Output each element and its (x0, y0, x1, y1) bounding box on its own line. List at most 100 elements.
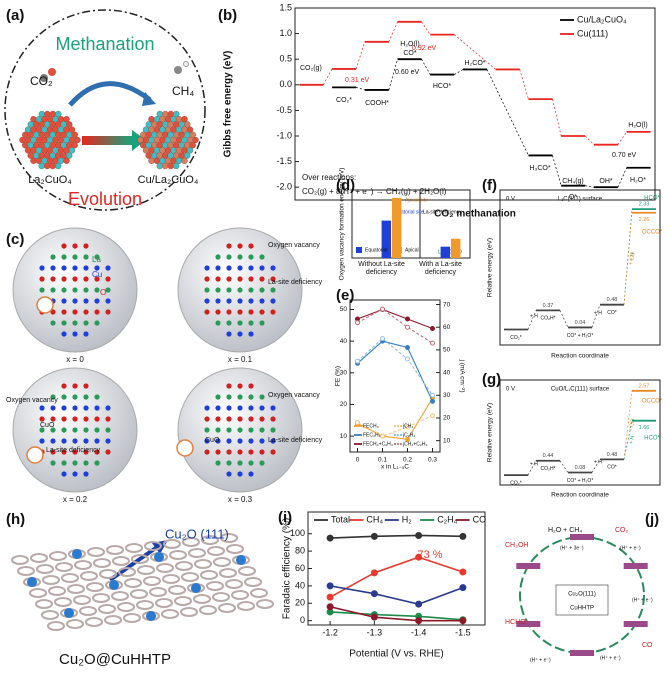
atom (162, 162, 169, 170)
framework-ring (73, 595, 91, 605)
annotation: La-site deficiency (423, 209, 462, 215)
atom (184, 152, 191, 159)
atom (204, 449, 210, 455)
atom (61, 243, 67, 249)
species: HCO* (433, 83, 452, 90)
atom (237, 438, 243, 444)
atom (184, 142, 191, 149)
atom (30, 126, 37, 133)
bar (381, 220, 392, 258)
atom (167, 121, 174, 128)
atom (49, 121, 56, 128)
atom (105, 298, 111, 304)
framework-ring (231, 590, 249, 600)
atom (39, 438, 45, 444)
atom (164, 116, 172, 123)
atom (259, 287, 265, 293)
framework-ring (181, 572, 199, 582)
atom (55, 110, 62, 118)
connector (421, 21, 431, 35)
connector (388, 59, 398, 91)
framework-ring (49, 551, 67, 561)
atom (19, 136, 26, 144)
atom (22, 131, 29, 138)
framework-ring (201, 535, 219, 545)
atom (270, 276, 276, 282)
series-line (357, 340, 433, 402)
atom (49, 152, 56, 159)
framework-ring (74, 560, 92, 570)
atom (46, 157, 54, 164)
atom (226, 254, 232, 260)
series-line (329, 605, 463, 622)
atom (72, 449, 78, 455)
atom (270, 405, 276, 411)
barrier: 0.92 eV (412, 45, 436, 52)
atom (248, 309, 254, 315)
atom (237, 394, 243, 400)
step-label: (H⁺ + e⁻) (620, 545, 641, 551)
y-tick-label: 20 (340, 401, 348, 408)
atom (248, 449, 254, 455)
atom (259, 438, 265, 444)
curved-arrow (68, 81, 152, 107)
composition: x = 0.3 (228, 495, 253, 504)
marker (405, 345, 410, 350)
atom (167, 142, 174, 149)
connector (552, 99, 562, 137)
connector (591, 304, 601, 328)
atom (72, 320, 78, 326)
category-label: CO₂* (510, 480, 521, 486)
atom (72, 405, 78, 411)
callout: Oxygen vacancy (268, 392, 320, 399)
legend-label: FECH₄+C₂H₄ (363, 441, 393, 447)
panel-label: (j) (645, 511, 659, 528)
cu2o-particle (109, 580, 119, 590)
atom (74, 136, 81, 144)
atom (248, 276, 254, 282)
atom (270, 265, 276, 271)
marker (415, 617, 423, 625)
framework-ring (87, 547, 105, 557)
atom-label: O (100, 288, 106, 297)
atom (248, 243, 254, 249)
atom (237, 331, 243, 337)
atom (60, 142, 67, 149)
species: HCO* (644, 436, 660, 442)
atom (148, 126, 155, 133)
connector (584, 135, 595, 145)
step-label: + H (530, 313, 538, 319)
atom (145, 121, 152, 128)
marker (370, 569, 378, 577)
atom (50, 265, 56, 271)
atom (39, 416, 45, 422)
reaction-title: Over reactions: (302, 173, 356, 182)
reactant: CO₂ (30, 74, 53, 88)
marker (430, 340, 435, 346)
atom (83, 287, 89, 293)
atom (72, 471, 78, 477)
atom (55, 121, 62, 128)
atom (44, 162, 51, 170)
plot-frame (349, 299, 441, 453)
y-axis-title: Faradaic efficiency (%) (282, 518, 293, 620)
atom (61, 254, 67, 260)
atom (50, 416, 56, 422)
step-label: (H⁺ + e⁻) (632, 597, 653, 603)
atom (259, 427, 265, 433)
marker (405, 424, 410, 430)
atom (94, 320, 100, 326)
framework-ring (218, 603, 236, 613)
framework-ring (117, 602, 135, 612)
atom (170, 126, 177, 133)
atom (270, 449, 276, 455)
legend-label: CO (473, 514, 487, 524)
value-label: 1.66 (639, 425, 650, 431)
marker (415, 600, 423, 608)
cuo-cluster (176, 439, 194, 457)
panel-label: (f) (482, 177, 497, 194)
atom (39, 265, 45, 271)
legend-label: Cu/La₂CuO₄ (577, 14, 627, 24)
y-tick-label: -1.5 (276, 156, 292, 166)
atom (151, 142, 158, 149)
